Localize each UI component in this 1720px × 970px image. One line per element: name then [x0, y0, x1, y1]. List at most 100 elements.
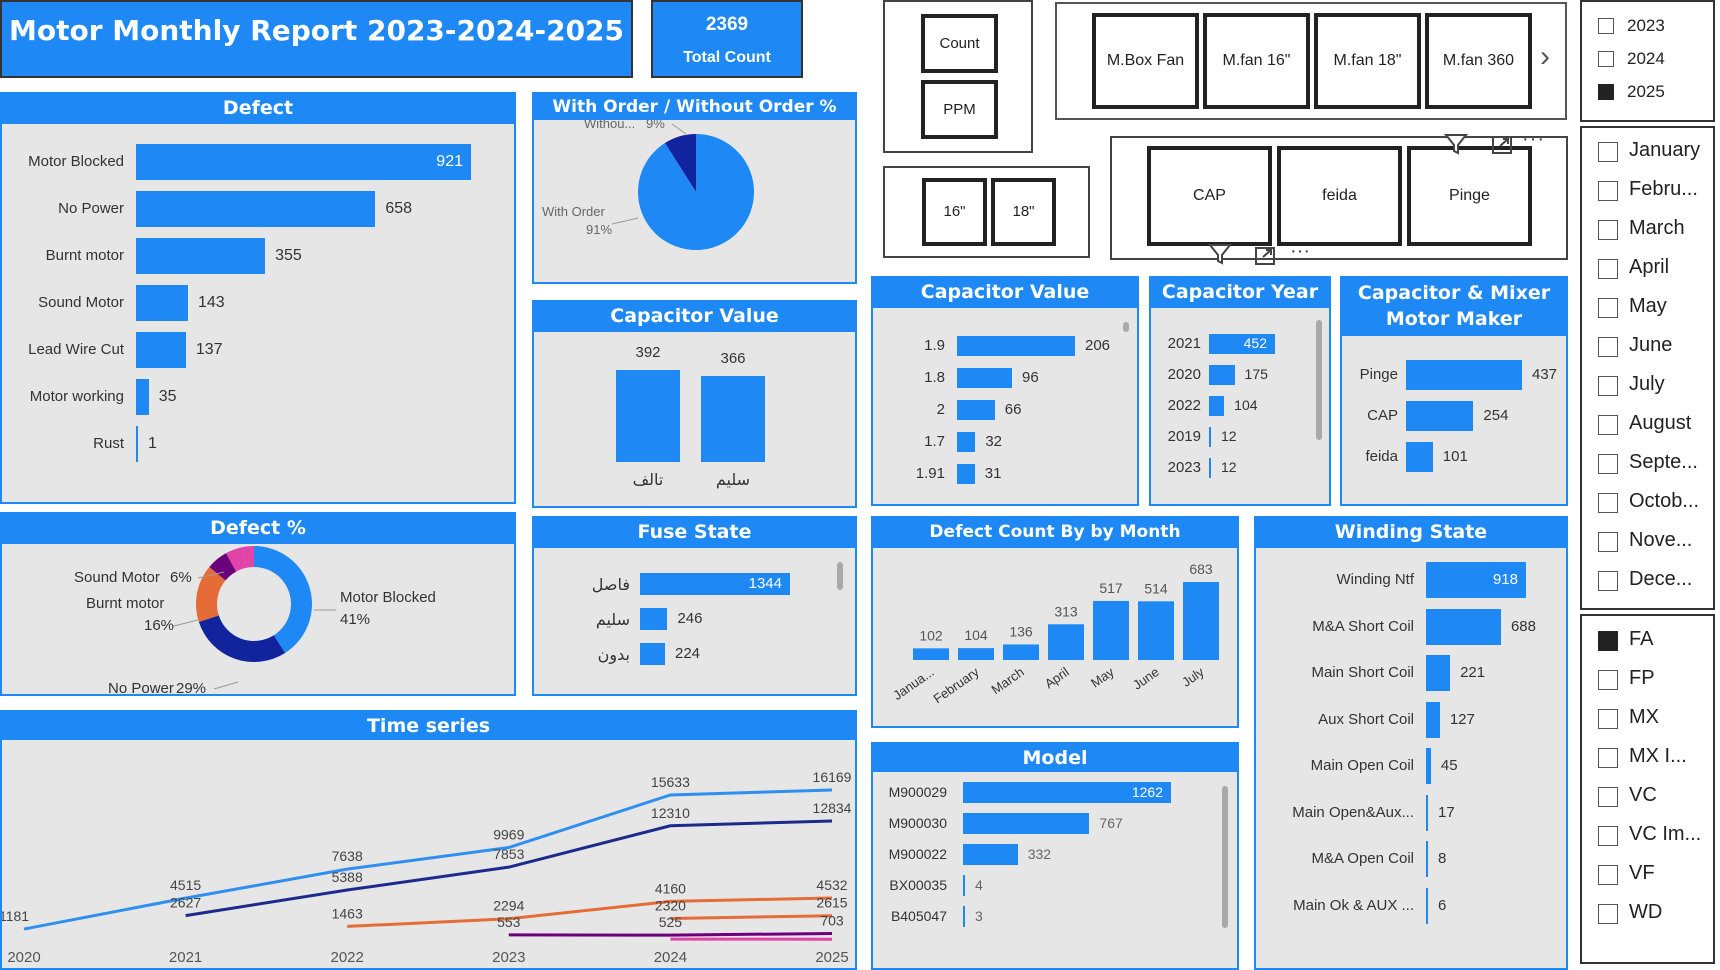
fuse-bar[interactable] [640, 608, 668, 630]
defect-percent-slice[interactable] [209, 553, 237, 581]
month-option-label[interactable]: Febru... [1629, 178, 1698, 200]
year-checkbox[interactable] [1598, 84, 1614, 100]
month-checkbox[interactable] [1598, 571, 1618, 591]
focus-mode-icon[interactable] [1490, 134, 1514, 156]
month-checkbox[interactable] [1598, 454, 1618, 474]
type-option-label[interactable]: FA [1629, 628, 1654, 650]
month-option-label[interactable]: January [1629, 139, 1701, 161]
winding-bar[interactable] [1426, 608, 1501, 645]
scrollbar[interactable] [1316, 320, 1322, 440]
cap_value-bar[interactable] [957, 368, 1012, 388]
maker-button-feida[interactable]: feida [1277, 146, 1402, 246]
type-checkbox[interactable] [1598, 748, 1618, 768]
type-checkbox[interactable] [1598, 631, 1618, 651]
month-option-label[interactable]: April [1629, 256, 1670, 278]
defect-bar[interactable] [136, 332, 186, 368]
model-bar[interactable] [963, 813, 1090, 834]
month-checkbox[interactable] [1598, 142, 1618, 162]
type-checkbox[interactable] [1598, 709, 1618, 729]
month-bar[interactable] [1138, 601, 1174, 660]
defect-bar[interactable] [136, 238, 266, 274]
ppm-button[interactable]: PPM [921, 80, 998, 139]
defect-bar[interactable] [136, 285, 188, 321]
more-options-icon[interactable]: ··· [1522, 128, 1545, 150]
cap_year-bar[interactable] [1209, 427, 1211, 447]
type-checkbox[interactable] [1598, 787, 1618, 807]
time-series-line[interactable] [347, 896, 833, 928]
size-18-button[interactable]: 18" [991, 178, 1056, 246]
type-option-label[interactable]: FP [1629, 667, 1655, 689]
scrollbar[interactable] [837, 562, 843, 590]
cap_year-bar[interactable] [1209, 458, 1211, 478]
winding-bar[interactable] [1426, 887, 1428, 924]
type-option-label[interactable]: VC [1629, 784, 1657, 806]
time-series-line[interactable] [23, 788, 833, 931]
more-options-icon[interactable]: ··· [1290, 240, 1310, 262]
order-slice[interactable] [664, 134, 696, 192]
cap_value-bar[interactable] [957, 432, 976, 452]
count-button[interactable]: Count [921, 14, 998, 73]
type-checkbox[interactable] [1598, 670, 1618, 690]
scrollbar[interactable] [1123, 322, 1129, 332]
order-slice[interactable] [638, 134, 754, 250]
model-bar[interactable] [963, 875, 965, 896]
defect-percent-slice[interactable] [226, 547, 247, 572]
month-option-label[interactable]: March [1629, 217, 1685, 239]
cap_value-bar[interactable] [957, 464, 975, 484]
cap_value-bar[interactable] [957, 336, 1075, 356]
month-bar[interactable] [1003, 644, 1039, 660]
maker-bar[interactable] [1406, 401, 1474, 431]
product-button-mfan-16[interactable]: M.fan 16" [1203, 13, 1310, 109]
month-option-label[interactable]: August [1629, 412, 1692, 434]
month-option-label[interactable]: Nove... [1629, 529, 1693, 551]
month-checkbox[interactable] [1598, 259, 1618, 279]
capacitor-state-bar[interactable] [701, 376, 765, 462]
maker-bar[interactable] [1406, 442, 1433, 472]
month-bar[interactable] [913, 648, 949, 660]
filter-icon[interactable] [1207, 242, 1233, 266]
time-series-line[interactable] [508, 931, 833, 937]
type-option-label[interactable]: MX I... [1629, 745, 1687, 767]
defect-bar[interactable] [136, 144, 471, 180]
month-option-label[interactable]: Octob... [1629, 490, 1700, 512]
model-bar[interactable] [963, 844, 1018, 865]
defect-percent-slice[interactable] [242, 546, 254, 568]
winding-bar[interactable] [1426, 562, 1526, 598]
winding-bar[interactable] [1426, 841, 1428, 877]
model-bar[interactable] [963, 906, 965, 927]
month-bar[interactable] [1093, 600, 1129, 660]
month-option-label[interactable]: Dece... [1629, 568, 1693, 590]
month-option-label[interactable]: Septe... [1629, 451, 1698, 473]
fuse-bar[interactable] [640, 573, 790, 595]
month-checkbox[interactable] [1598, 181, 1618, 201]
capacitor-state-bar[interactable] [616, 370, 680, 462]
product-button-mbox-fan[interactable]: M.Box Fan [1092, 13, 1199, 109]
model-bar[interactable] [963, 782, 1171, 803]
type-option-label[interactable]: VF [1629, 862, 1655, 884]
product-button-mfan-360[interactable]: M.fan 360 [1425, 13, 1532, 109]
month-checkbox[interactable] [1598, 220, 1618, 240]
defect-bar[interactable] [136, 426, 138, 462]
cap_year-bar[interactable] [1209, 365, 1235, 385]
focus-mode-icon[interactable] [1253, 245, 1277, 267]
fuse-bar[interactable] [640, 643, 665, 665]
defect-percent-slice[interactable] [196, 567, 226, 622]
defect-percent-slice[interactable] [254, 546, 312, 653]
month-option-label[interactable]: July [1629, 373, 1665, 395]
type-checkbox[interactable] [1598, 904, 1618, 924]
month-bar[interactable] [1048, 624, 1084, 660]
year-checkbox[interactable] [1598, 51, 1614, 67]
type-checkbox[interactable] [1598, 865, 1618, 885]
cap_year-bar[interactable] [1209, 396, 1225, 416]
maker-bar[interactable] [1406, 360, 1522, 390]
year-option-label[interactable]: 2025 [1627, 82, 1665, 101]
month-checkbox[interactable] [1598, 493, 1618, 513]
scrollbar[interactable] [1222, 786, 1228, 928]
type-option-label[interactable]: WD [1629, 901, 1663, 923]
type-option-label[interactable]: MX [1629, 706, 1659, 728]
month-option-label[interactable]: June [1629, 334, 1673, 356]
type-checkbox[interactable] [1598, 826, 1618, 846]
month-bar[interactable] [1183, 582, 1219, 660]
maker-button-pinge[interactable]: Pinge [1407, 146, 1532, 246]
year-checkbox[interactable] [1598, 18, 1614, 34]
